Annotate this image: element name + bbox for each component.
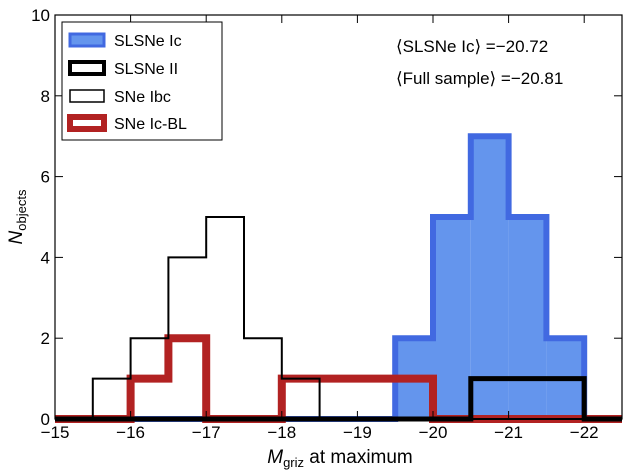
y-tick-label: 6	[41, 168, 50, 187]
legend-label-slsne-ic: SLSNe Ic	[114, 33, 182, 50]
x-tick-label: −17	[192, 423, 221, 442]
bar-slsne-ic-bin-10	[470, 136, 509, 419]
y-axis-label: Nobjects	[6, 189, 29, 244]
y-tick-label: 8	[41, 87, 50, 106]
y-tick-label: 10	[31, 6, 50, 25]
x-tick-label: −19	[343, 423, 372, 442]
legend-label-sne-icbl: SNe Ic-BL	[114, 116, 187, 133]
x-tick-label: −20	[419, 423, 448, 442]
legend-swatch-sne-icbl	[67, 114, 107, 132]
axis-ticks	[54, 14, 622, 420]
annotation-slsne-ic-mean: ⟨SLSNe Ic⟩ =−20.72	[396, 37, 548, 56]
x-tick-label: −15	[41, 423, 70, 442]
legend: SLSNe Ic SLSNe II SNe Ibc SNe Ic-BL	[61, 21, 223, 141]
x-axis-label: Mgriz at maximum	[267, 447, 413, 470]
y-tick-label: 2	[41, 329, 50, 348]
legend-label-sne-ibc: SNe Ibc	[114, 89, 171, 106]
histogram-series	[55, 133, 622, 423]
legend-swatch-slsne-ii	[68, 60, 106, 76]
x-tick-label: −18	[267, 423, 296, 442]
y-tick-labels: 0 2 4 6 8 10	[31, 6, 50, 429]
bar-slsne-ic-bin-11	[508, 217, 547, 419]
y-tick-label: 4	[41, 248, 50, 267]
x-tick-label: −21	[494, 423, 523, 442]
x-tick-labels: −15 −16 −17 −18 −19 −20 −21 −22	[41, 423, 599, 442]
legend-label-slsne-ii: SLSNe II	[114, 61, 178, 78]
y-tick-label: 0	[41, 410, 50, 429]
annotation-full-sample-mean: ⟨Full sample⟩ =−20.81	[396, 69, 563, 88]
plot-frame	[54, 14, 623, 420]
legend-swatch-sne-ibc	[69, 89, 105, 103]
legend-swatch-slsne-ic	[68, 32, 106, 48]
x-tick-label: −22	[570, 423, 599, 442]
bar-slsne-ic-bin-9	[433, 217, 471, 419]
x-tick-label: −16	[116, 423, 145, 442]
